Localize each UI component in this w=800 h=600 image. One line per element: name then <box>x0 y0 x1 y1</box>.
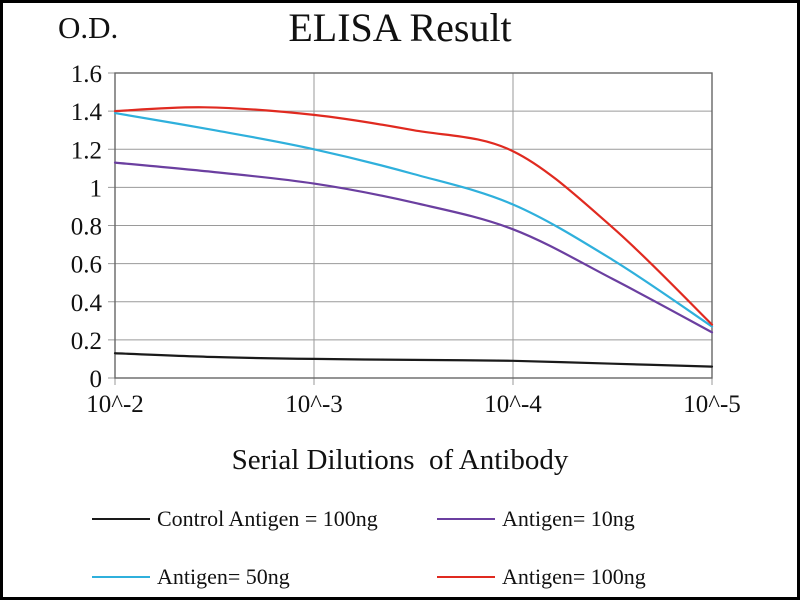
series-line-3 <box>113 106 714 326</box>
legend-line-sample <box>92 576 150 578</box>
x-axis-title: Serial Dilutions of Antibody <box>231 444 569 476</box>
x-tick-label: 10^-2 <box>86 391 144 418</box>
x-tick-label: 10^-4 <box>484 391 542 418</box>
legend-line-sample <box>92 518 150 520</box>
legend-item-1: Antigen= 10ng <box>437 506 732 532</box>
chart-title: ELISA Result <box>288 5 512 50</box>
y-tick-label: 1.2 <box>71 137 102 164</box>
y-tick-label: 0.2 <box>71 328 102 355</box>
y-tick-label: 1.6 <box>71 61 102 88</box>
y-axis-unit-label: O.D. <box>58 10 119 45</box>
series-line-0 <box>113 352 714 368</box>
series-line-2 <box>113 111 714 328</box>
legend-label: Antigen= 10ng <box>502 506 635 531</box>
y-tick-label: 1.4 <box>71 99 103 126</box>
legend-line-sample <box>437 576 495 578</box>
y-tick-label: 0.8 <box>71 214 102 241</box>
y-tick-label: 0.6 <box>71 252 102 279</box>
x-tick-label: 10^-3 <box>285 391 343 418</box>
legend-item-2: Antigen= 50ng <box>92 564 437 590</box>
legend-item-3: Antigen= 100ng <box>437 564 732 590</box>
legend-item-0: Control Antigen = 100ng <box>92 506 437 532</box>
legend-label: Control Antigen = 100ng <box>157 506 378 531</box>
legend-label: Antigen= 50ng <box>157 564 290 589</box>
legend-line-sample <box>437 518 495 520</box>
plot-frame <box>114 72 713 379</box>
x-tick-label: 10^-5 <box>683 391 741 418</box>
series-line-1 <box>113 161 714 334</box>
chart-legend: Control Antigen = 100ng Antigen= 10ng Anti… <box>92 506 732 590</box>
y-tick-label: 1 <box>90 175 103 202</box>
y-tick-label: 0.4 <box>71 290 103 317</box>
legend-label: Antigen= 100ng <box>502 564 646 589</box>
y-tick-label: 0 <box>90 366 103 393</box>
